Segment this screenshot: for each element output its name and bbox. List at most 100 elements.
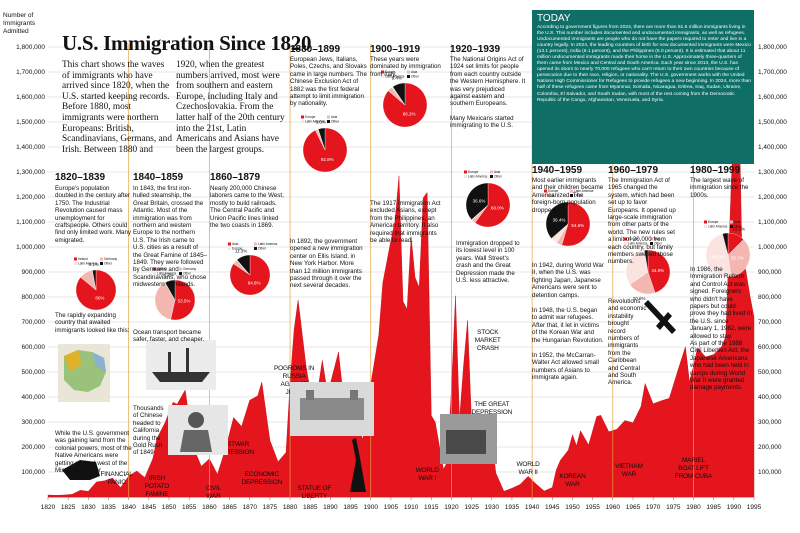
y-tick-label: 1,200,000 — [758, 194, 787, 201]
today-panel: TODAY According to government figures fr… — [532, 10, 754, 164]
y-tick-label: 1,000,000 — [758, 244, 787, 251]
pie-slice-label: 35.2% — [731, 256, 744, 261]
y-tick-label: 1,500,000 — [758, 119, 787, 126]
pie-slice — [92, 269, 97, 291]
event-label: CIVIL — [206, 485, 222, 492]
y-tick-label: 500,000 — [758, 369, 782, 376]
legend-label: Asia — [494, 170, 500, 174]
legend-swatch — [100, 257, 103, 261]
y-tick-label: 700,000 — [22, 319, 46, 326]
legend-swatch — [490, 175, 493, 178]
event-label: ECONOMIC — [245, 471, 280, 478]
x-tick-label: 1920 — [444, 504, 459, 511]
depression-photo — [440, 414, 497, 464]
pie-slice — [644, 249, 649, 273]
pie-slice — [170, 279, 196, 321]
pie-slice — [705, 233, 732, 278]
pie-slice-label: 8.2% — [163, 273, 173, 278]
event-label: MARKET — [475, 337, 501, 344]
event-label: WAR — [565, 481, 580, 488]
event-label: DEPRESSION — [242, 479, 283, 486]
x-tick-label: 1900 — [364, 504, 379, 511]
legend-label: Ireland — [78, 257, 88, 261]
event-label: WAR — [206, 493, 221, 500]
legend-label: Europe — [548, 189, 559, 193]
x-tick-label: 1970 — [646, 504, 661, 511]
y-tick-label: 900,000 — [758, 269, 782, 276]
pie-slice-label: 20.6% — [633, 296, 646, 301]
pie-slice — [722, 232, 729, 256]
event-label: RUSSIA — [283, 373, 307, 380]
y-tick-label: 200,000 — [22, 444, 46, 451]
era-heading: 1940–1959 — [532, 165, 583, 176]
x-tick-label: 1965 — [626, 504, 641, 511]
legend-label: Asia — [548, 194, 554, 198]
pie-slice-label: 5.0% — [315, 120, 325, 125]
illustrations — [58, 300, 676, 492]
gold-miner-image — [168, 405, 228, 455]
x-tick-label: 1955 — [585, 504, 600, 511]
legend-swatch — [730, 225, 733, 228]
note-text: In 1892, the government opened a new imm… — [290, 238, 363, 290]
pie-slice-label: 9.4% — [392, 76, 402, 81]
legend-label: Other — [494, 175, 503, 179]
legend-label: Asia — [734, 220, 740, 224]
note-text: While the U.S. government was gaining la… — [55, 430, 132, 475]
legend-swatch — [228, 242, 231, 246]
y-tick-label: 100,000 — [758, 469, 782, 476]
pie-slice — [154, 282, 176, 320]
legend-label: Other — [104, 262, 113, 266]
legend-swatch — [381, 70, 384, 74]
legend-label: Latin America — [708, 225, 728, 229]
x-tick-label: 1845 — [142, 504, 157, 511]
event-label: THE GREAT — [474, 401, 509, 408]
era-heading: 1840–1859 — [133, 172, 184, 183]
x-tick-label: 1995 — [747, 504, 762, 511]
event-label: DEPRESSION — [213, 449, 254, 456]
pie-slice — [561, 201, 591, 247]
event-label: FINANCIAL — [101, 471, 134, 478]
legend-swatch — [179, 272, 182, 275]
y-tick-label: 300,000 — [22, 419, 46, 426]
event-label: WAR — [622, 471, 637, 478]
x-tick-label: 1870 — [242, 504, 257, 511]
y-axis-left: 100,000 200,000 300,000 400,000 500,000 600,0… — [16, 44, 45, 476]
legend-label: Other — [331, 120, 340, 124]
legend-swatch — [179, 267, 182, 271]
event-label: CRASH — [477, 345, 499, 352]
legend-label: Other — [411, 75, 420, 79]
note-text: In 1986, the Immigration Reform and Cont… — [690, 266, 752, 340]
legend-swatch — [74, 257, 77, 261]
legend-swatch — [74, 262, 77, 265]
note-text: In 1942, during World War II, when the U… — [532, 262, 604, 299]
x-tick-label: 1990 — [727, 504, 742, 511]
legend-label: Europe — [385, 70, 396, 74]
pie-slice-label: 48.3% — [712, 254, 725, 259]
event-label: STOCK — [477, 329, 499, 336]
era-heading: 1920–1939 — [450, 44, 501, 55]
legend-swatch — [490, 170, 493, 174]
y-tick-label: 800,000 — [758, 294, 782, 301]
pie-slice — [647, 249, 671, 294]
era-heading: 1880–1899 — [290, 44, 341, 55]
event-label: WAR II — [519, 469, 539, 476]
legend-swatch — [730, 220, 733, 224]
event-label: FAMINE — [145, 491, 169, 498]
y-tick-label: 100,000 — [22, 469, 46, 476]
legend-label: Other — [574, 194, 583, 198]
y-tick-label: 400,000 — [22, 394, 46, 401]
y-tick-label: 1,400,000 — [758, 144, 787, 151]
x-tick-label: 1975 — [666, 504, 681, 511]
pie-slice-label: 86.2% — [403, 111, 416, 116]
legend-label: Latin America — [78, 262, 98, 266]
legend-label: Asia — [411, 70, 417, 74]
legend-swatch — [544, 194, 547, 197]
legend-label: Latin America — [305, 120, 325, 124]
y-tick-label: 1,800,000 — [758, 44, 787, 51]
event-label: MARIEL — [682, 457, 706, 464]
era-heading: 1860–1879 — [210, 172, 261, 183]
legend-swatch — [624, 242, 627, 245]
legend-swatch — [301, 115, 304, 119]
note-text: Immigration dropped to its lowest level … — [456, 240, 520, 285]
legend-label: Europe — [305, 115, 316, 119]
